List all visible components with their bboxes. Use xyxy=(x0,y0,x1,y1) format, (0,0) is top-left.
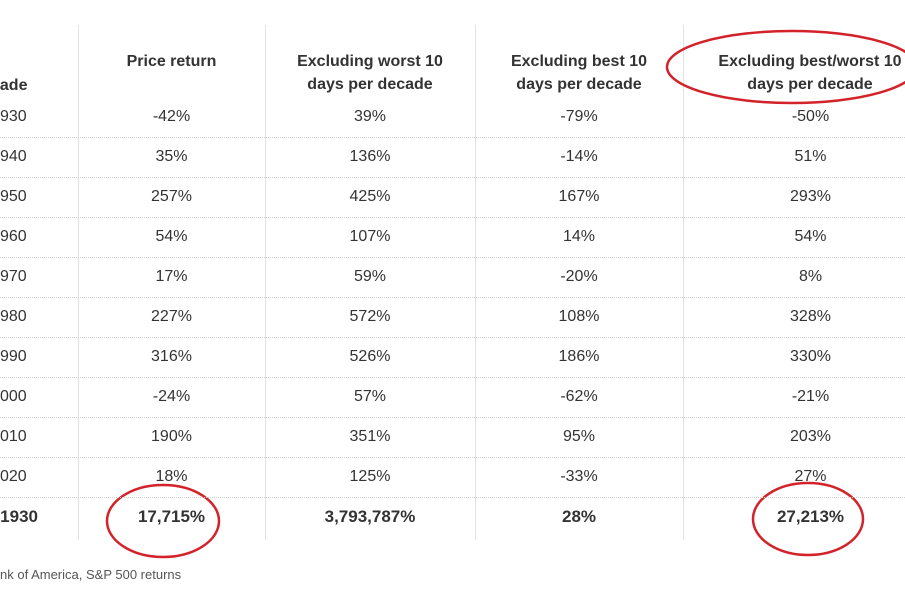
table-cell: 572% xyxy=(349,308,391,325)
column-header: Excluding worst 10 days per decade xyxy=(297,53,443,93)
total-cell: 28% xyxy=(561,507,597,526)
table-cell: 136% xyxy=(349,148,391,165)
table-cell: 316% xyxy=(151,348,192,365)
row-divider xyxy=(0,137,905,138)
table-cell: -42% xyxy=(152,108,191,125)
table-cell: -20% xyxy=(560,268,598,285)
table-cell: 203% xyxy=(790,428,831,445)
row-label: 990 xyxy=(0,348,27,365)
row-divider xyxy=(0,177,905,178)
highlight-circle xyxy=(665,29,905,105)
table-cell: 51% xyxy=(794,148,827,165)
table-cell: -33% xyxy=(560,468,598,485)
table-cell: 107% xyxy=(349,228,391,245)
row-divider xyxy=(0,497,905,498)
row-label: 930 xyxy=(0,108,27,125)
table-cell: -50% xyxy=(791,108,830,125)
table-cell: 186% xyxy=(558,348,600,365)
table-cell: 59% xyxy=(353,268,387,285)
table-cell: 293% xyxy=(790,188,831,205)
row-label: 960 xyxy=(0,228,27,245)
row-divider xyxy=(0,337,905,338)
total-cell: 3,793,787% xyxy=(324,507,416,526)
column-header: Excluding best/worst 10 days per decade xyxy=(718,53,902,93)
column-divider xyxy=(78,25,79,540)
table-cell: 35% xyxy=(155,148,188,165)
row-label: 010 xyxy=(0,428,27,445)
table-cell: 39% xyxy=(353,108,387,125)
table-cell: 125% xyxy=(349,468,391,485)
highlight-circle xyxy=(751,481,865,557)
total-label: e 1930 xyxy=(0,507,38,526)
table-cell: 95% xyxy=(562,428,596,445)
table-cell: 425% xyxy=(349,188,391,205)
table-cell: 328% xyxy=(790,308,831,325)
table-cell: -24% xyxy=(152,388,191,405)
row-divider xyxy=(0,417,905,418)
source-note: nk of America, S&P 500 returns xyxy=(0,567,182,582)
table-cell: 351% xyxy=(349,428,391,445)
table-cell: 257% xyxy=(151,188,192,205)
table-cell: -21% xyxy=(791,388,830,405)
row-label: 970 xyxy=(0,268,27,285)
table-cell: 27% xyxy=(794,468,827,485)
column-header: cade xyxy=(0,77,28,94)
table-cell: 17% xyxy=(155,268,188,285)
table-cell: 526% xyxy=(349,348,391,365)
row-divider xyxy=(0,297,905,298)
row-label: 020 xyxy=(0,468,27,485)
table-cell: 18% xyxy=(155,468,188,485)
table-cell: 190% xyxy=(151,428,192,445)
table-cell: -79% xyxy=(560,108,598,125)
row-divider xyxy=(0,217,905,218)
column-header: Price return xyxy=(126,53,217,70)
total-cell: 27,213% xyxy=(776,507,845,526)
column-divider xyxy=(683,25,684,540)
total-cell: 17,715% xyxy=(137,507,206,526)
row-label: 000 xyxy=(0,388,27,405)
table-cell: 227% xyxy=(151,308,192,325)
row-label: 940 xyxy=(0,148,27,165)
column-header: Excluding best 10 days per decade xyxy=(510,53,648,93)
table-cell: 14% xyxy=(562,228,596,245)
table-cell: 167% xyxy=(558,188,600,205)
table-cell: -14% xyxy=(560,148,598,165)
column-divider xyxy=(265,25,266,540)
column-divider xyxy=(475,25,476,540)
table-cell: 54% xyxy=(794,228,827,245)
table-cell: 57% xyxy=(353,388,387,405)
row-divider xyxy=(0,457,905,458)
row-divider xyxy=(0,377,905,378)
table-cell: 54% xyxy=(155,228,188,245)
table-cell: 108% xyxy=(558,308,600,325)
row-label: 950 xyxy=(0,188,27,205)
row-divider xyxy=(0,257,905,258)
highlight-circle xyxy=(105,483,221,559)
table-cell: -62% xyxy=(560,388,598,405)
row-label: 980 xyxy=(0,308,27,325)
table-cell: 8% xyxy=(798,268,823,285)
table-cell: 330% xyxy=(790,348,831,365)
